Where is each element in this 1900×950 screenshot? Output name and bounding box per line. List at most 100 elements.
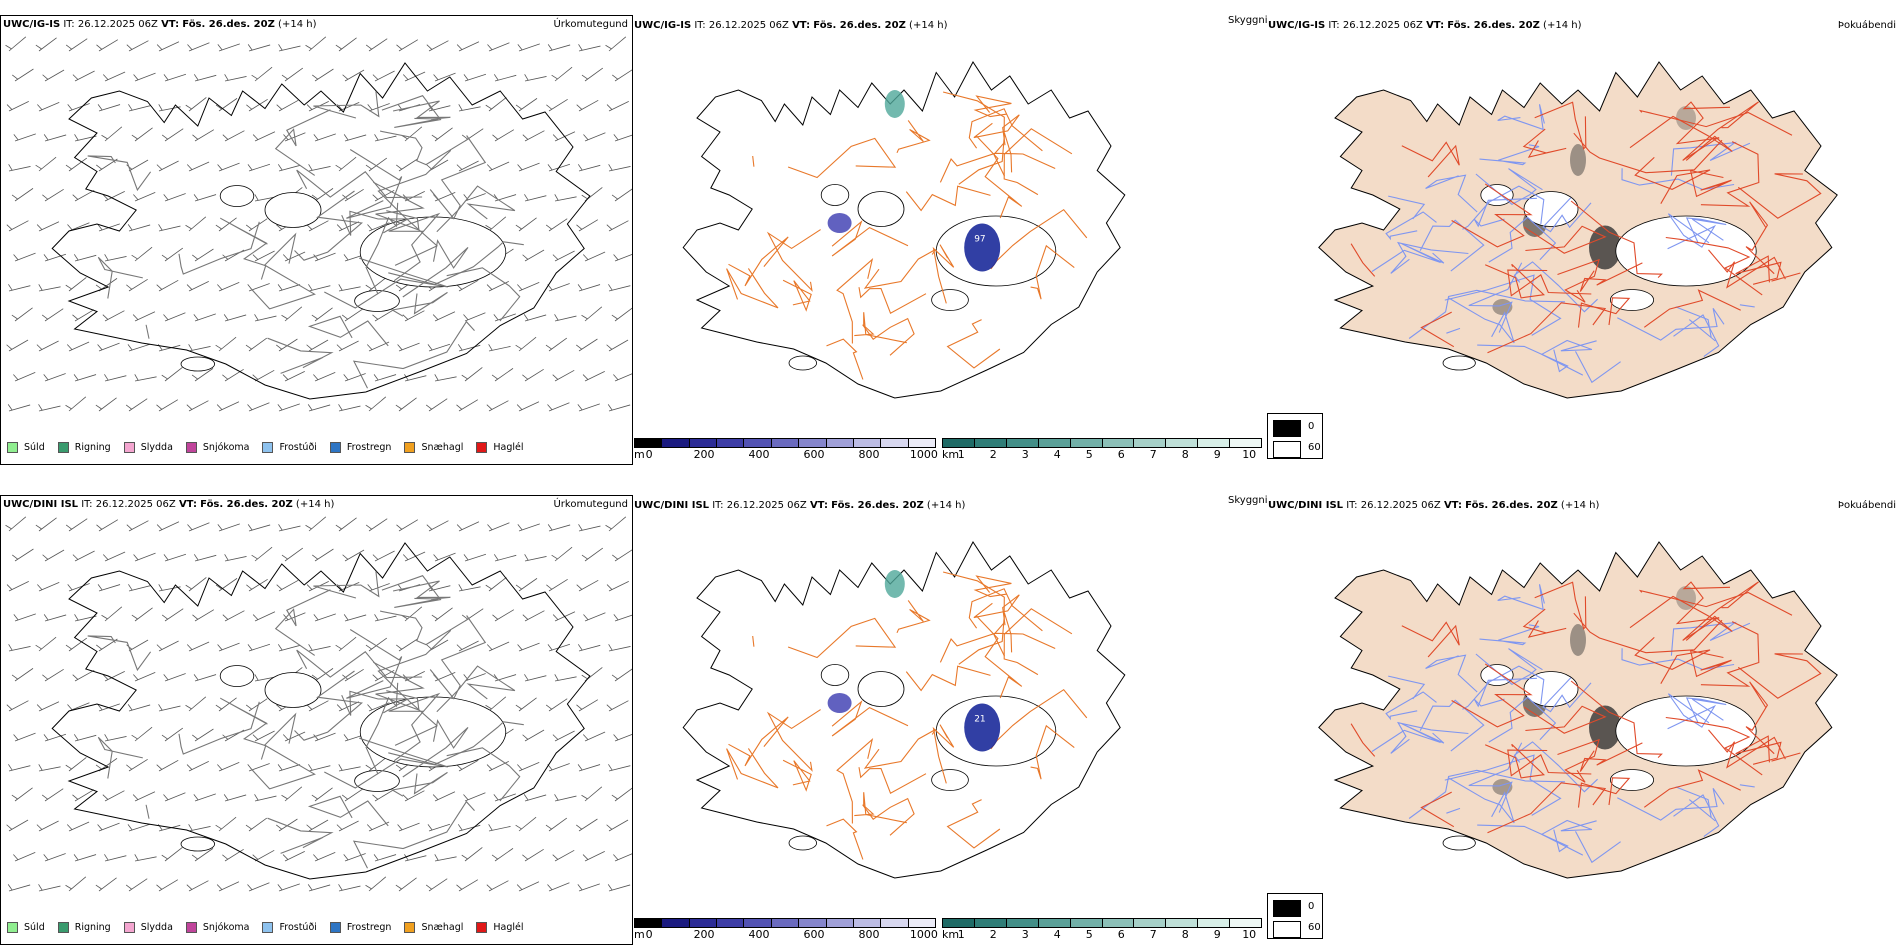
fog-legend-label: 60 <box>1308 442 1321 453</box>
precip-legend-item: Rigning <box>57 922 111 933</box>
colorbar-unit: m <box>634 448 645 461</box>
colorbar-cell <box>853 919 882 927</box>
coastline <box>51 62 591 400</box>
precip-legend-item: Snjókoma <box>185 442 249 453</box>
panel-title-fog: Þokuábendi <box>1837 20 1896 31</box>
colorbar-cell <box>908 439 935 447</box>
precip-legend-item: Frostúði <box>262 922 317 933</box>
road-network <box>87 91 524 389</box>
glacier-outline <box>264 192 322 228</box>
glacier-outline <box>359 216 507 288</box>
colorbar-tick-label: 2 <box>989 448 997 461</box>
colorbar-tick-label: 5 <box>1085 448 1093 461</box>
precip-legend-item: Frostregn <box>329 922 392 933</box>
colorbar-tick-label: 0 <box>645 448 653 461</box>
colorbar-cell <box>1038 919 1071 927</box>
colorbar-cell <box>881 919 909 927</box>
precip-legend-swatch <box>404 442 416 453</box>
colorbar-tick-label: 0 <box>645 928 653 941</box>
road-network <box>726 571 1088 860</box>
colorbar-cell <box>662 439 690 447</box>
coastline <box>682 61 1126 399</box>
colorbar-cell <box>744 439 772 447</box>
precip-legend-item: Slydda <box>123 922 173 933</box>
glacier-outline <box>219 665 255 687</box>
colorbar-cell <box>717 919 745 927</box>
colorbar-tick-label: 8 <box>1181 928 1189 941</box>
colorbar-tick-label: 200 <box>693 448 715 461</box>
colorbar-cell <box>771 439 800 447</box>
vt-label: VT: <box>1426 20 1445 31</box>
precip-legend-swatch <box>57 922 69 933</box>
precip-legend-item: Súld <box>7 442 45 453</box>
colorbar-cells <box>942 918 1262 928</box>
glacier-outline <box>1615 695 1757 767</box>
coastline <box>51 542 591 880</box>
colorbar-tick-label: 2 <box>989 928 997 941</box>
precip-legend-swatch <box>404 922 416 933</box>
it-value: 26.12.2025 06Z <box>726 500 807 511</box>
fog-legend-swatch <box>1273 900 1301 917</box>
precip-legend-item: Frostregn <box>329 442 391 453</box>
colorbar-cell <box>689 919 718 927</box>
it-label: IT: <box>712 500 724 511</box>
precip-legend-label: Rigning <box>74 922 111 933</box>
fog-panel: UWC/DINI ISL IT: 26.12.2025 06Z VT: Fös.… <box>1267 495 1900 945</box>
precip-legend-swatch <box>262 922 274 933</box>
vt-label: VT: <box>161 19 180 30</box>
precip-type-map <box>5 36 632 412</box>
it-value: 26.12.2025 06Z <box>708 20 789 31</box>
lead-time: (+14 h) <box>278 19 317 30</box>
colorbar-cell <box>635 919 663 927</box>
it-value: 26.12.2025 06Z <box>95 499 176 510</box>
colorbar-cell <box>826 439 854 447</box>
colorbar-cell <box>1198 439 1231 447</box>
precip-legend-label: Frostúði <box>279 922 317 933</box>
precip-legend-swatch <box>185 442 197 453</box>
snow-depth-area <box>827 570 1001 752</box>
fog-legend: 0 60 <box>1267 413 1323 459</box>
colorbar-tick-label: 4 <box>1053 928 1061 941</box>
colorbar-cell <box>1102 439 1135 447</box>
colorbar-cell <box>1006 919 1039 927</box>
precip-legend-item: Haglél <box>476 922 524 933</box>
colorbar-tick-label: 10 <box>1242 928 1257 941</box>
precip-legend-label: Slydda <box>140 922 173 933</box>
glacier-outline <box>1609 769 1654 791</box>
glacier-outline <box>1523 671 1579 707</box>
fog-legend-swatch <box>1273 441 1301 458</box>
colorbar-tick-label: 400 <box>748 448 770 461</box>
it-value: 26.12.2025 06Z <box>1342 20 1423 31</box>
vt-value: Fös. 26.des. 20Z <box>813 20 906 31</box>
precip-legend-label: Slydda <box>140 442 173 453</box>
panel-title-visibility: Skyggni <box>1228 15 1268 26</box>
glacier-outline <box>1615 215 1757 287</box>
colorbar-unit: km <box>942 928 960 941</box>
vt-value: Fös. 26.des. 20Z <box>831 500 924 511</box>
colorbar-cell <box>1198 919 1231 927</box>
colorbar-tick-label: 4 <box>1053 448 1061 461</box>
coastline <box>1318 541 1838 879</box>
precip-legend-swatch <box>329 442 341 453</box>
colorbar-unit: m <box>634 928 645 941</box>
colorbar-cells <box>634 918 936 928</box>
colorbar-cell <box>744 919 772 927</box>
glacier-outline <box>857 671 905 707</box>
colorbar-tick-label: 1000 <box>909 928 938 941</box>
precip-legend-swatch <box>123 442 135 453</box>
forecast-row-dini-isl: UWC/DINI ISL IT: 26.12.2025 06Z VT: Fös.… <box>0 480 1900 950</box>
it-label: IT: <box>694 20 706 31</box>
precip-legend-label: Frostregn <box>346 922 392 933</box>
road-network <box>1350 101 1822 354</box>
it-label: IT: <box>63 19 75 30</box>
precip-legend-swatch <box>185 922 197 933</box>
panel-title-visibility: Skyggni <box>1228 495 1268 506</box>
road-network <box>1350 581 1822 834</box>
precip-legend-item: Frostúði <box>262 442 317 453</box>
model-name: UWC/IG-IS <box>3 19 61 30</box>
colorbar-tick-label: 7 <box>1149 928 1157 941</box>
colorbar-tick-label: 800 <box>858 928 880 941</box>
vt-value: Fös. 26.des. 20Z <box>200 499 293 510</box>
lead-time: (+14 h) <box>926 500 966 511</box>
precip-legend-item: Súld <box>7 922 45 933</box>
